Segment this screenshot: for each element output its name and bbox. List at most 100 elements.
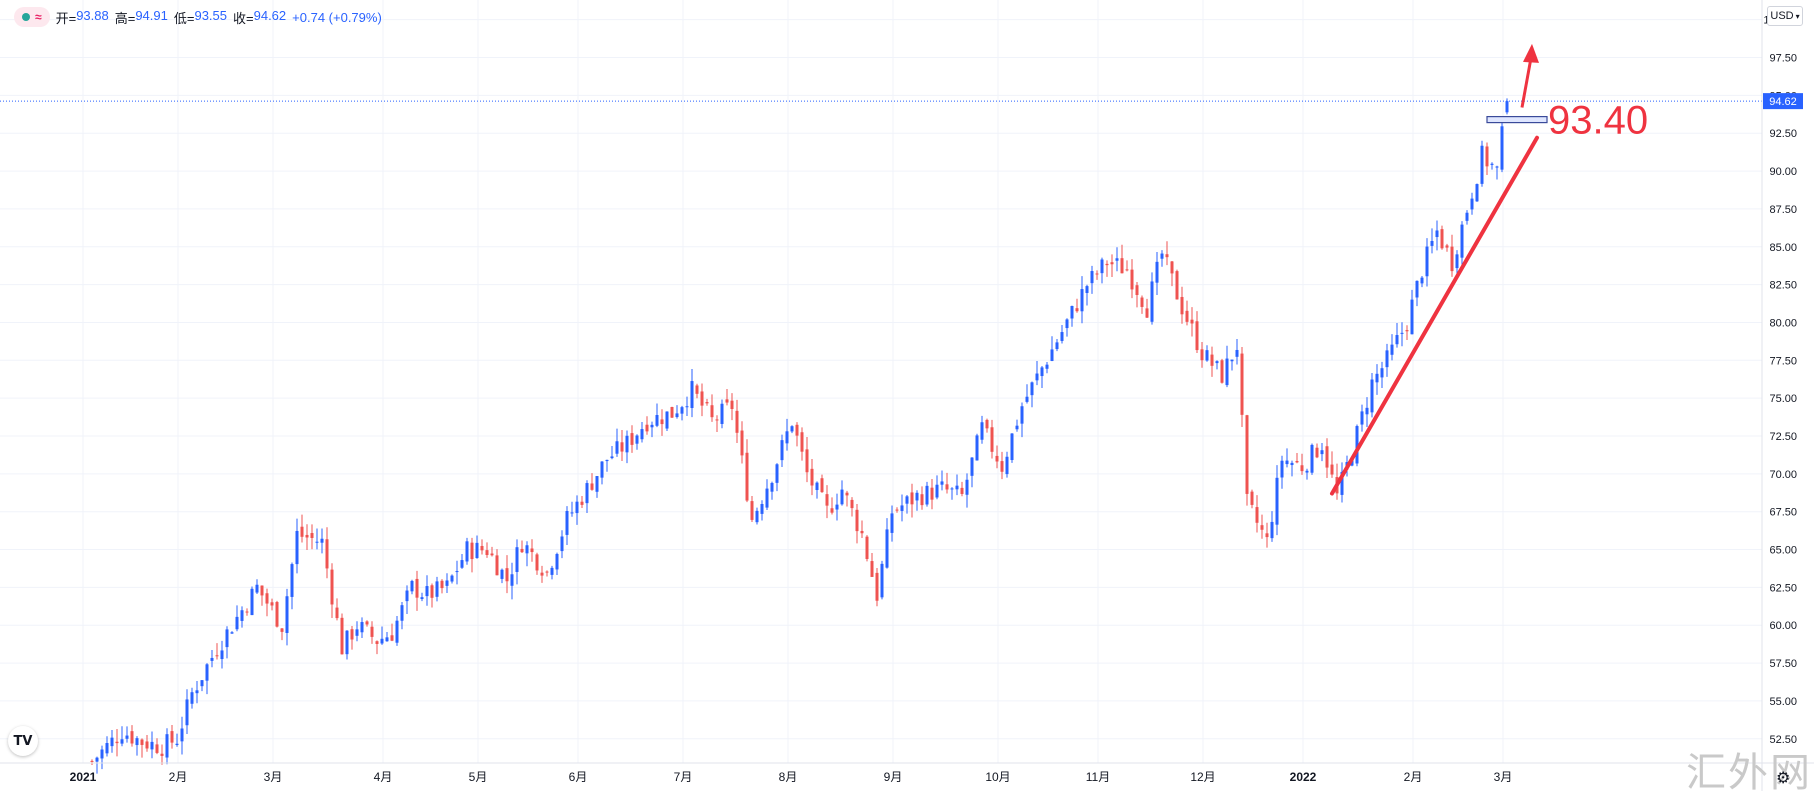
candle-body: [885, 529, 889, 568]
candle-body: [1015, 425, 1019, 430]
ohlc-legend: ≈ 开= 93.88 高= 94.91 低= 93.55 收= 94.62 +0.74 …: [14, 6, 382, 28]
x-tick-label: 2022: [1290, 770, 1317, 784]
currency-dropdown[interactable]: USD ▾: [1767, 6, 1803, 26]
candle-body: [1250, 491, 1254, 505]
candle-body: [1000, 461, 1004, 472]
candle-body: [485, 550, 489, 555]
candle-body: [1170, 261, 1174, 274]
candle-body: [640, 429, 644, 440]
candle-body: [510, 574, 514, 586]
gear-icon[interactable]: ⚙: [1776, 770, 1791, 787]
candle-body: [1305, 470, 1309, 473]
candle-body: [830, 508, 834, 513]
candle-body: [665, 411, 669, 429]
tradingview-logo-icon[interactable]: TV: [8, 726, 38, 756]
x-tick-label: 2月: [1404, 770, 1423, 784]
candle-body: [450, 575, 454, 582]
candle-body: [620, 442, 624, 452]
candle-body: [1105, 263, 1109, 266]
candle-body: [715, 419, 719, 421]
candle-body: [725, 399, 729, 403]
candle-body: [890, 513, 894, 533]
candle-body: [915, 492, 919, 501]
candle-body: [1225, 358, 1229, 386]
candle-body: [1375, 373, 1379, 383]
annotation-layer: 93.40: [0, 43, 1762, 496]
candle-body: [490, 553, 494, 556]
candle-body: [380, 638, 384, 644]
candle-body: [1025, 396, 1029, 402]
candle-body: [1430, 240, 1434, 246]
y-tick-label: 80.00: [1769, 317, 1797, 329]
candle-body: [560, 536, 564, 552]
candle-body: [575, 501, 579, 514]
x-tick-label: 11月: [1086, 770, 1110, 784]
high-value: 高= 94.91: [114, 7, 168, 26]
candle-body: [540, 572, 544, 576]
candle-body: [295, 530, 299, 565]
candle-body: [325, 539, 329, 569]
y-tick-label: 57.50: [1769, 658, 1797, 670]
candle-body: [500, 569, 504, 579]
series-dot-icon: [22, 13, 30, 21]
candle-body: [555, 553, 559, 570]
candle-body: [1475, 184, 1479, 202]
candle-body: [590, 483, 594, 490]
candle-body: [245, 611, 249, 613]
candle-body: [965, 479, 969, 495]
x-tick-label: 4月: [374, 770, 393, 784]
candle-body: [940, 481, 944, 485]
candle-body: [1350, 460, 1354, 466]
candle-body: [1205, 350, 1209, 361]
x-tick-label: 2月: [169, 770, 188, 784]
candle-body: [355, 629, 359, 636]
candle-body: [845, 492, 849, 496]
candle-body: [610, 456, 614, 459]
level-annotation-label: 93.40: [1548, 99, 1648, 143]
candle-body: [785, 431, 789, 444]
candle-body: [1100, 259, 1104, 274]
candle-body: [1290, 462, 1294, 466]
candle-body: [1500, 126, 1504, 170]
support-level-box: [1486, 115, 1548, 124]
candle-body: [1190, 319, 1194, 324]
candle-body: [1060, 332, 1064, 341]
candle-body: [1090, 271, 1094, 284]
candle-body: [100, 749, 104, 759]
candle-body: [1165, 254, 1169, 258]
candle-body: [550, 567, 554, 575]
candle-body: [1370, 379, 1374, 413]
candle-body: [645, 424, 649, 432]
watermark: 汇外网: [1686, 750, 1812, 796]
candle-body: [600, 461, 604, 478]
candle-body: [995, 455, 999, 462]
candle-body: [595, 476, 599, 492]
candle-body: [475, 542, 479, 559]
candle-body: [215, 655, 219, 657]
candle-body: [180, 728, 184, 742]
y-tick-label: 62.50: [1769, 582, 1797, 594]
candle-body: [925, 485, 929, 505]
candle-body: [525, 545, 529, 554]
x-tick-label: 9月: [884, 770, 903, 784]
candle-body: [545, 571, 549, 573]
candle-body: [225, 629, 229, 648]
candle-body: [1255, 507, 1259, 523]
candle-body: [130, 731, 134, 744]
candle-body: [1495, 166, 1499, 168]
candle-body: [1420, 277, 1424, 284]
candle-body: [1265, 533, 1269, 538]
candle-body: [1235, 349, 1239, 357]
last-price-label: 94.62: [1769, 96, 1797, 108]
y-tick-label: 60.00: [1769, 620, 1797, 632]
candle-body: [1115, 258, 1119, 261]
candle-body: [565, 510, 569, 535]
candle-body: [345, 630, 349, 655]
candle-body: [1195, 321, 1199, 351]
candle-body: [385, 637, 389, 642]
series-pill[interactable]: ≈: [14, 7, 50, 27]
y-tick-label: 85.00: [1769, 242, 1797, 254]
candle-body: [960, 487, 964, 494]
